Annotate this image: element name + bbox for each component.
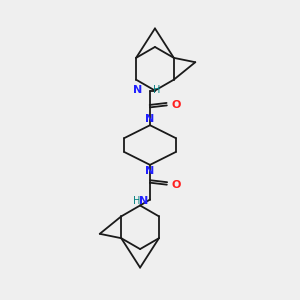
Text: N: N <box>133 85 142 94</box>
Text: H: H <box>153 85 160 94</box>
Text: O: O <box>172 100 181 110</box>
Text: N: N <box>139 196 148 206</box>
Text: H: H <box>133 196 140 206</box>
Text: O: O <box>172 180 181 190</box>
Text: N: N <box>146 114 154 124</box>
Text: N: N <box>146 166 154 176</box>
